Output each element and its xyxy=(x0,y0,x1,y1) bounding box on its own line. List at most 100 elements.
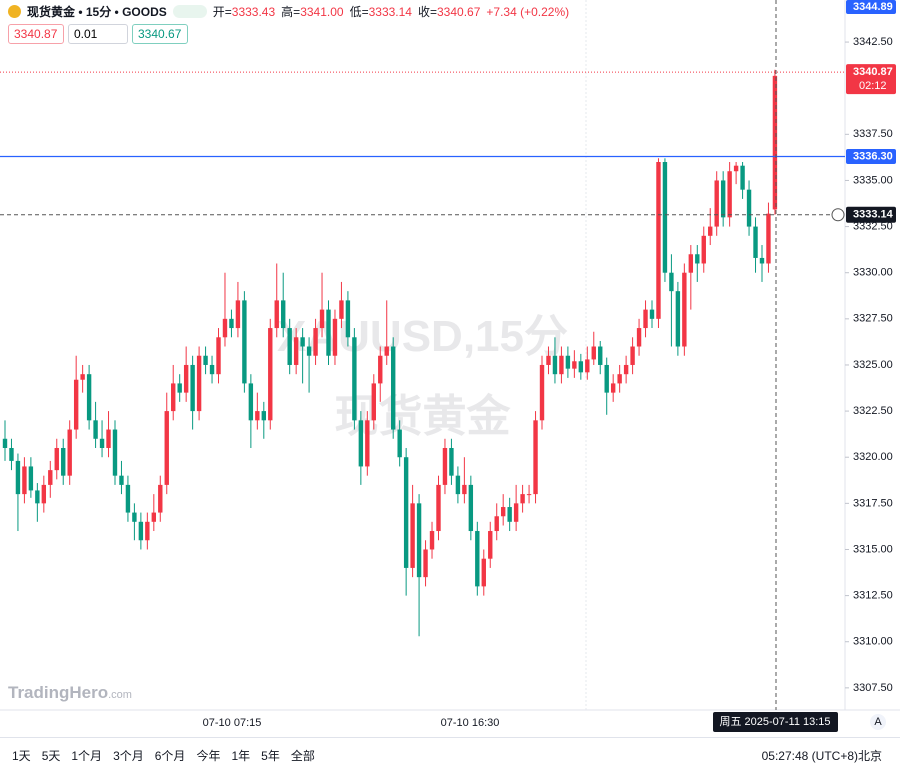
y-tick-label: 3310.00 xyxy=(853,636,893,648)
candle-body xyxy=(138,521,144,541)
candle-body xyxy=(365,420,370,467)
range-button[interactable]: 1年 xyxy=(231,749,251,763)
candle-body xyxy=(708,226,713,236)
candle-body xyxy=(403,457,409,568)
candle-body xyxy=(720,180,726,218)
candle-body xyxy=(701,235,706,264)
timezone[interactable]: (UTC+8)北京 xyxy=(811,749,882,763)
candle-body xyxy=(733,165,739,172)
candle-body xyxy=(345,300,351,338)
last-price-tag-bg xyxy=(846,64,896,95)
ohlc-label: 低= xyxy=(349,5,369,19)
candle-body xyxy=(222,318,228,338)
range-button[interactable]: 1个月 xyxy=(71,749,103,763)
range-button[interactable]: 3个月 xyxy=(113,749,144,763)
logo-suffix: .com xyxy=(108,689,132,701)
candle-body xyxy=(636,328,642,347)
candle-body xyxy=(48,470,53,485)
status-pill[interactable] xyxy=(172,5,207,18)
candle-body xyxy=(196,355,202,412)
auto-button[interactable]: A xyxy=(874,716,882,728)
buy-button[interactable]: 3340.67 xyxy=(132,24,188,44)
candle-body xyxy=(740,165,745,190)
candle-body xyxy=(352,337,357,421)
change: +7.34 (+0.22%) xyxy=(486,4,570,19)
y-tick-label: 3312.50 xyxy=(853,590,893,602)
candle-body xyxy=(28,466,34,491)
candle-body xyxy=(617,374,622,384)
candle-body xyxy=(145,521,150,541)
y-tick-label: 3335.00 xyxy=(853,174,893,186)
candle-body xyxy=(371,383,376,421)
candle-body xyxy=(481,558,486,587)
candle-body xyxy=(669,272,674,292)
range-button[interactable]: 5天 xyxy=(41,749,61,763)
ohlc-label: 高= xyxy=(281,5,301,19)
candle-body xyxy=(572,361,577,369)
candle-body xyxy=(112,429,118,476)
candle-body xyxy=(539,364,545,421)
candle-body xyxy=(287,328,292,365)
range-buttons: 1天 5天 1个月 3个月 6个月 今年 1年 5年 全部 xyxy=(12,747,315,764)
candle-body xyxy=(281,300,286,329)
crosshair-price-tag: 3333.14 xyxy=(853,209,894,221)
ohlc-value: 3333.14 xyxy=(368,5,412,19)
y-tick-label: 3325.00 xyxy=(853,359,893,371)
candle-body xyxy=(500,507,506,517)
auto-button-bg xyxy=(870,714,886,730)
candle-body xyxy=(397,429,402,458)
y-tick-label: 3337.50 xyxy=(853,128,893,140)
candle-body xyxy=(598,346,603,365)
y-tick-label: 3320.00 xyxy=(853,451,893,463)
ohlc-value: 3333.43 xyxy=(231,5,276,19)
ohlc-value: 3340.67 xyxy=(437,5,481,19)
candle-body xyxy=(255,411,260,421)
candle-body xyxy=(643,309,648,329)
candle-body xyxy=(494,516,499,532)
candle-body xyxy=(216,337,221,375)
y-tick-label: 3322.50 xyxy=(853,405,893,417)
candle-body xyxy=(99,438,105,448)
candle-body xyxy=(274,300,279,329)
range-button[interactable]: 全部 xyxy=(290,749,315,763)
candle-body xyxy=(429,531,435,550)
candle-body xyxy=(552,355,558,375)
candle-body xyxy=(164,411,169,485)
x-tick-label: 07-10 07:15 xyxy=(203,717,262,729)
candle-body xyxy=(177,383,182,393)
y-tick-label: 3307.50 xyxy=(853,682,893,694)
candle-body xyxy=(468,484,474,532)
range-button[interactable]: 5年 xyxy=(261,749,280,763)
candle-body xyxy=(242,300,247,384)
range-button[interactable]: 6个月 xyxy=(154,749,186,763)
candle-body xyxy=(475,531,480,587)
candle-body xyxy=(416,503,422,578)
candle-body xyxy=(106,429,111,448)
candle-body xyxy=(54,447,59,471)
sell-button[interactable]: 3340.87 xyxy=(8,24,64,44)
crosshair-price-tag-bg xyxy=(846,206,896,223)
candle-body xyxy=(67,429,72,476)
spread: 0.01 xyxy=(68,24,128,44)
trade-buttons: 3340.87 0.01 3340.67 xyxy=(8,24,188,44)
candle-body xyxy=(293,337,299,365)
candle-body xyxy=(746,189,752,227)
candle-body xyxy=(22,466,27,495)
ohlc-label: 收= xyxy=(417,5,437,19)
candle-body xyxy=(559,355,564,375)
candle-body xyxy=(229,318,234,329)
candle-body xyxy=(462,484,467,495)
watermark: XAUUSD,15分 xyxy=(277,312,568,361)
candle-body xyxy=(578,361,584,373)
crosshair-time-bg xyxy=(713,712,838,732)
watermark: 现货黄金 xyxy=(334,392,511,441)
candle-body xyxy=(507,507,512,522)
candle-body xyxy=(610,383,616,393)
y-tick-label: 3330.00 xyxy=(853,267,893,279)
candle-body xyxy=(209,364,215,375)
y-tick-label: 3327.50 xyxy=(853,313,893,325)
range-button[interactable]: 今年 xyxy=(196,749,221,763)
candle-body xyxy=(119,475,124,485)
clock: 05:27:48 (UTC+8)北京 xyxy=(762,747,882,764)
range-button[interactable]: 1天 xyxy=(12,749,31,763)
